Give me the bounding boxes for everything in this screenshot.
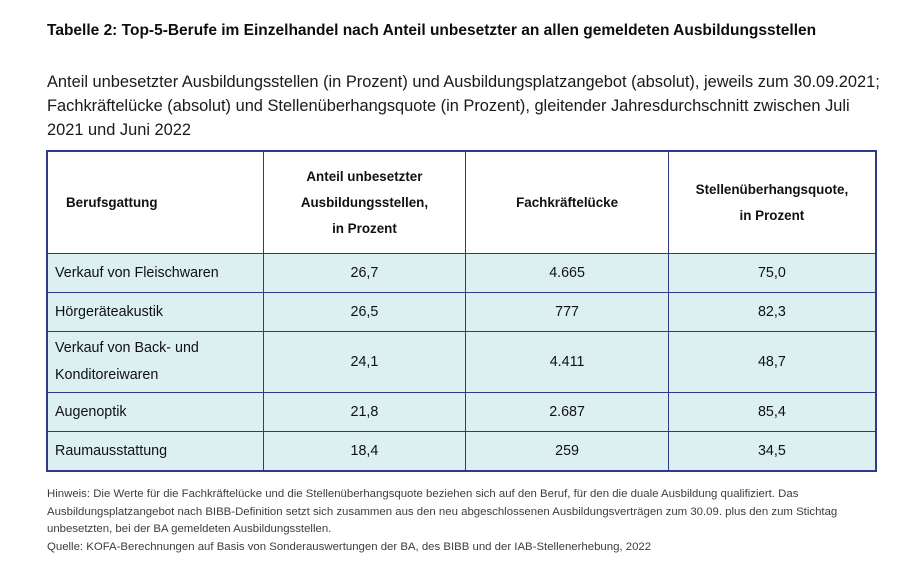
header-stellenueberhangsquote: Stellenüberhangsquote, in Prozent	[667, 150, 877, 254]
cell-fachkraefteluecke: 4.665	[465, 253, 669, 293]
header-quote-line2: in Prozent	[739, 207, 805, 223]
header-anteil-line2: Ausbildungsstellen,	[300, 194, 429, 210]
cell-quote: 85,4	[667, 392, 877, 432]
header-anteil-line3: in Prozent	[332, 220, 397, 236]
table-row: Verkauf von Fleischwaren 26,7 4.665 75,0	[46, 253, 877, 293]
cell-quote: 48,7	[667, 331, 877, 393]
table-notes: Hinweis: Die Werte für die Fachkräftelüc…	[47, 486, 887, 556]
table-row: Verkauf von Back- und Konditoreiwaren 24…	[46, 331, 877, 393]
cell-fachkraefteluecke: 2.687	[465, 392, 669, 432]
cell-berufsgattung: Verkauf von Fleischwaren	[46, 253, 264, 293]
cell-anteil: 21,8	[262, 392, 467, 432]
note-quelle: Quelle: KOFA-Berechnungen auf Basis von …	[47, 540, 652, 553]
header-anteil: Anteil unbesetzter Ausbildungsstellen, i…	[262, 150, 467, 254]
cell-berufsgattung: Hörgeräteakustik	[46, 292, 264, 332]
header-quote-line1: Stellenüberhangsquote,	[695, 181, 849, 197]
table-title: Tabelle 2: Top-5-Berufe im Einzelhandel …	[47, 22, 817, 39]
cell-berufsgattung: Augenoptik	[46, 392, 264, 432]
cell-anteil: 26,5	[262, 292, 467, 332]
cell-berufsgattung-line2: Konditoreiwaren	[55, 367, 159, 383]
table-row: Hörgeräteakustik 26,5 777 82,3	[46, 292, 877, 332]
header-berufsgattung: Berufsgattung	[46, 150, 264, 254]
cell-anteil: 26,7	[262, 253, 467, 293]
cell-berufsgattung-line1: Verkauf von Back- und	[55, 340, 199, 356]
header-anteil-line1: Anteil unbesetzter	[306, 168, 423, 184]
cell-berufsgattung: Verkauf von Back- und Konditoreiwaren	[46, 331, 264, 393]
cell-fachkraefteluecke: 4.411	[465, 331, 669, 393]
cell-anteil: 18,4	[262, 431, 467, 472]
cell-fachkraefteluecke: 777	[465, 292, 669, 332]
cell-quote: 75,0	[667, 253, 877, 293]
cell-fachkraefteluecke: 259	[465, 431, 669, 472]
cell-quote: 82,3	[667, 292, 877, 332]
table-header-row: Berufsgattung Anteil unbesetzter Ausbild…	[46, 150, 877, 254]
table-subtitle: Anteil unbesetzter Ausbildungsstellen (i…	[47, 73, 880, 139]
cell-berufsgattung: Raumausstattung	[46, 431, 264, 472]
note-hinweis: Hinweis: Die Werte für die Fachkräftelüc…	[47, 488, 838, 535]
cell-anteil: 24,1	[262, 331, 467, 393]
data-table: Berufsgattung Anteil unbesetzter Ausbild…	[46, 150, 877, 472]
table-row: Raumausstattung 18,4 259 34,5	[46, 431, 877, 472]
table-row: Augenoptik 21,8 2.687 85,4	[46, 392, 877, 432]
cell-quote: 34,5	[667, 431, 877, 472]
header-fachkraefteluecke: Fachkräftelücke	[465, 150, 669, 254]
